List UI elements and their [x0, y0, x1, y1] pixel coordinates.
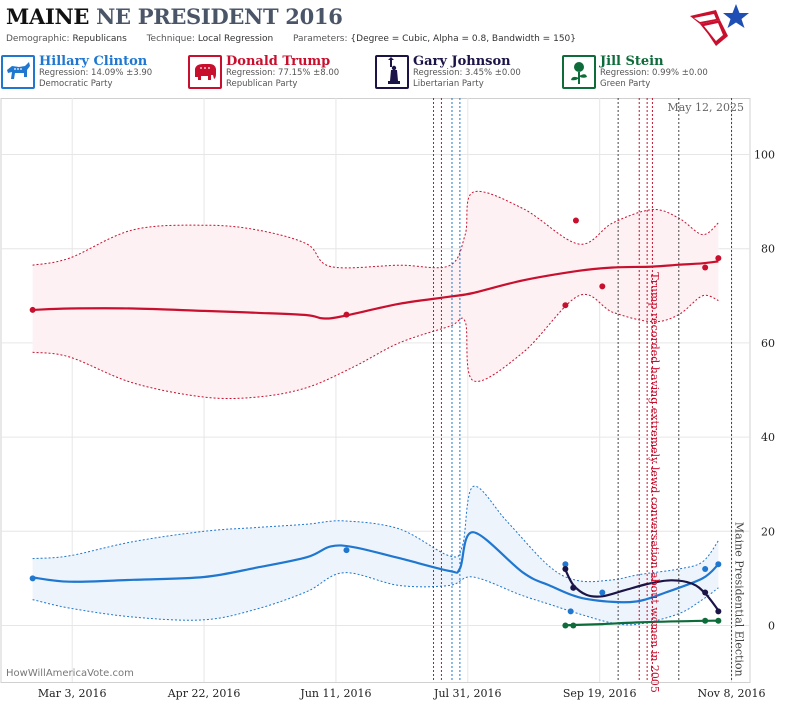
poll-chart: 0 20 40 60 80 100 Mar 3, 2016 Apr 22, 2016 Jun 1…	[0, 98, 775, 700]
legend-clinton: Hillary Clinton Regression: 14.09% ±3.90…	[0, 54, 196, 94]
candidate-name: Gary Johnson	[413, 54, 511, 69]
candidate-party: Republican Party	[226, 79, 298, 89]
donkey-icon	[1, 55, 35, 89]
parameters-value: {Degree = Cubic, Alpha = 0.8, Bandwidth …	[350, 34, 576, 44]
poll-point	[562, 561, 569, 568]
title-state: MAINE	[6, 4, 90, 29]
legend-johnson: Gary Johnson Regression: 3.45% ±0.00 Lib…	[374, 54, 570, 94]
x-tick-label: Jul 31, 2016	[433, 687, 502, 700]
liberty-icon	[375, 55, 409, 89]
poll-point	[29, 306, 36, 313]
event-annotation: Maine Presidential Election	[733, 522, 746, 677]
confidence-band	[32, 486, 719, 625]
poll-point	[715, 561, 722, 568]
poll-point	[343, 547, 350, 554]
y-tick-label: 100	[754, 149, 775, 162]
band-upper-line	[32, 190, 719, 269]
poll-point	[702, 565, 709, 572]
poll-point	[562, 622, 569, 629]
candidate-name: Hillary Clinton	[39, 54, 148, 69]
demographic-label: Demographic:	[6, 34, 70, 44]
y-tick-label: 60	[761, 337, 775, 350]
poll-point	[562, 302, 569, 309]
parameters-label: Parameters:	[292, 34, 348, 44]
poll-point	[599, 283, 606, 290]
trend-line	[32, 531, 720, 604]
poll-point	[567, 608, 574, 615]
candidate-name: Donald Trump	[226, 54, 331, 69]
band-lower-line	[32, 293, 719, 400]
poll-point	[29, 575, 36, 582]
poll-point	[570, 622, 577, 629]
confidence-band	[32, 191, 719, 399]
legend-trump: Donald Trump Regression: 77.15% ±8.00 Re…	[187, 54, 383, 94]
trend-line	[564, 569, 720, 612]
candidate-regression: Regression: 77.15% ±8.00	[226, 68, 340, 78]
poll-point	[702, 617, 709, 624]
candidate-regression: Regression: 14.09% ±3.90	[39, 68, 153, 78]
watermark: HowWillAmericaVote.com	[6, 668, 134, 679]
candidate-name: Jill Stein	[600, 54, 664, 69]
candidate-party: Libertarian Party	[413, 79, 484, 89]
header: MAINE NE PRESIDENT 2016 Demographic: Rep…	[0, 0, 789, 50]
x-tick-label: Apr 22, 2016	[167, 687, 241, 700]
x-tick-label: Jun 11, 2016	[299, 687, 371, 700]
title-rest: NE PRESIDENT 2016	[96, 4, 343, 29]
band-lower-line	[32, 572, 719, 626]
candidate-regression: Regression: 0.99% ±0.00	[600, 68, 708, 78]
poll-point	[599, 589, 606, 596]
site-logo-icon	[690, 4, 749, 46]
demographic-value: Republicans	[72, 34, 127, 44]
legend-stein: Jill Stein Regression: 0.99% ±0.00 Green…	[561, 54, 757, 94]
trend-line	[32, 260, 719, 320]
poll-point	[702, 264, 709, 271]
poll-point	[715, 617, 722, 624]
y-tick-label: 0	[768, 619, 775, 632]
technique-value: Local Regression	[197, 34, 274, 44]
candidate-party: Democratic Party	[39, 79, 113, 89]
y-tick-label: 80	[761, 243, 775, 256]
x-tick-label: Mar 3, 2016	[38, 687, 107, 700]
date-stamp: May 12, 2025	[667, 101, 744, 114]
poll-point	[702, 589, 709, 596]
candidate-regression: Regression: 3.45% ±0.00	[413, 68, 521, 78]
page-title: MAINE NE PRESIDENT 2016	[6, 4, 343, 29]
event-annotation: Trump recorded having extremely lewd con…	[648, 272, 661, 693]
y-tick-label: 20	[761, 525, 775, 538]
poll-point	[570, 584, 577, 591]
poll-point	[343, 311, 350, 318]
chart-parameters: Demographic: Republicans Technique: Loca…	[6, 34, 576, 44]
poll-point	[562, 565, 569, 572]
poll-point	[572, 217, 579, 224]
x-tick-label: Nov 8, 2016	[698, 687, 766, 700]
poll-point	[715, 255, 722, 262]
candidate-legend: Hillary Clinton Regression: 14.09% ±3.90…	[0, 54, 789, 96]
y-tick-label: 40	[761, 431, 775, 444]
rose-icon	[562, 55, 596, 89]
technique-label: Technique:	[146, 34, 195, 44]
elephant-icon	[188, 55, 222, 89]
x-tick-label: Sep 19, 2016	[563, 687, 637, 700]
poll-point	[715, 608, 722, 615]
candidate-party: Green Party	[600, 79, 651, 89]
